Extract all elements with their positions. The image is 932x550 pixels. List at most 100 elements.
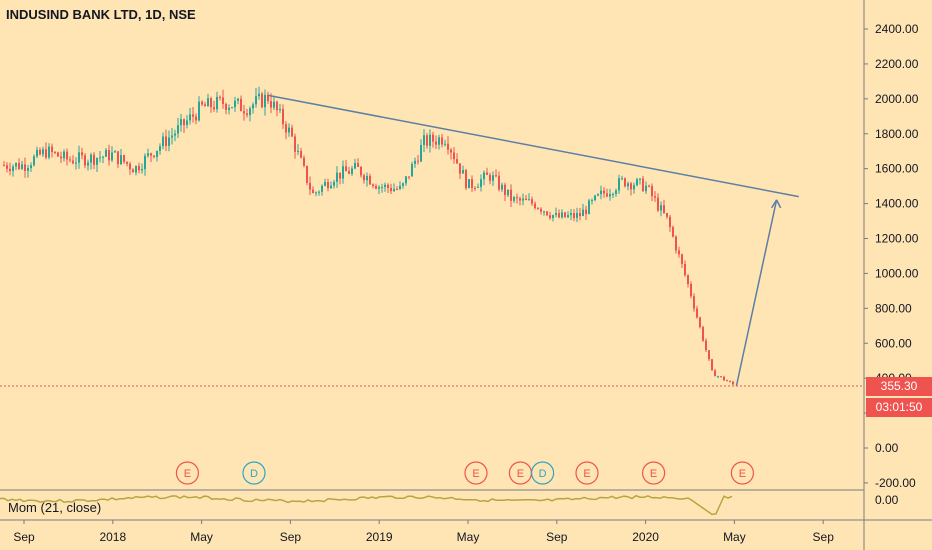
candle-body — [21, 164, 23, 169]
candle-body — [678, 250, 680, 255]
candle-body — [33, 156, 35, 166]
x-tick-label: 2019 — [366, 530, 393, 544]
candle-body — [429, 134, 431, 146]
candle-body — [381, 187, 383, 189]
candle-body — [306, 165, 308, 183]
earnings-marker[interactable]: E — [464, 461, 488, 485]
event-letter: E — [650, 468, 657, 480]
event-circle — [175, 461, 199, 485]
candle-body — [726, 380, 728, 382]
time-axis[interactable]: Sep 2018 May Sep 2019 May Sep 2020 May Sep — [0, 519, 932, 544]
candle-body — [351, 168, 353, 174]
candle-body — [438, 137, 440, 145]
earnings-marker[interactable]: E — [175, 461, 199, 485]
candle-body — [537, 208, 539, 210]
event-letter: E — [184, 468, 191, 480]
candle-body — [279, 108, 281, 111]
candle-body — [468, 179, 470, 189]
candle-body — [483, 172, 485, 180]
candle-body — [540, 208, 542, 212]
candle-body — [45, 149, 47, 158]
y-tick-label: 2400.00 — [875, 22, 919, 36]
event-circle — [464, 461, 488, 485]
candle-body — [567, 215, 569, 218]
candle-body — [255, 96, 257, 105]
candle-body — [270, 101, 272, 108]
bar-countdown-tag: 03:01:50 — [866, 398, 932, 417]
candle-body — [321, 185, 323, 192]
candle-body — [66, 151, 68, 160]
candle-body — [201, 101, 203, 105]
candle-body — [69, 159, 71, 161]
candle-body — [609, 194, 611, 197]
candle-body — [300, 150, 302, 158]
candle-body — [636, 179, 638, 186]
candle-body — [186, 120, 188, 126]
candle-body — [522, 198, 524, 201]
candle-body — [303, 157, 305, 166]
candle-body — [471, 179, 473, 188]
earnings-marker[interactable]: E — [575, 461, 599, 485]
candle-body — [111, 152, 113, 161]
candle-body — [402, 183, 404, 186]
projection-arrow[interactable] — [735, 199, 778, 387]
candle-body — [639, 178, 641, 180]
symbol-title[interactable]: INDUSIND BANK LTD, 1D, NSE — [6, 7, 196, 22]
candle-body — [339, 172, 341, 179]
candle-body — [441, 137, 443, 145]
candle-body — [252, 104, 254, 109]
candle-body — [507, 189, 509, 196]
candle-body — [3, 165, 5, 167]
candle-body — [699, 317, 701, 328]
candle-body — [63, 151, 65, 159]
candle-body — [276, 101, 278, 111]
candle-body — [117, 151, 119, 165]
candle-body — [597, 194, 599, 196]
event-letter: E — [472, 468, 479, 480]
candle-body — [621, 178, 623, 180]
candle-body — [519, 198, 521, 201]
candle-body — [354, 163, 356, 169]
candle-body — [684, 263, 686, 276]
candle-body — [249, 108, 251, 116]
candle-body — [624, 178, 626, 187]
candle-body — [174, 133, 176, 136]
candle-body — [645, 185, 647, 192]
candle-body — [675, 236, 677, 251]
candle-body — [732, 381, 734, 385]
candle-body — [150, 153, 152, 156]
candle-body — [147, 153, 149, 156]
candle-body — [36, 149, 38, 157]
dividend-marker[interactable]: D — [242, 461, 266, 485]
candle-body — [315, 192, 317, 194]
dividend-marker[interactable]: D — [530, 461, 555, 485]
candle-body — [192, 114, 194, 117]
resistance-trendline[interactable] — [268, 94, 799, 198]
candle-body — [495, 175, 497, 177]
candle-body — [219, 96, 221, 98]
candle-body — [534, 203, 536, 209]
candle-body — [474, 187, 476, 189]
candle-body — [282, 108, 284, 125]
last-price-tag: 355.30 — [866, 377, 932, 396]
earnings-marker[interactable]: E — [730, 461, 755, 485]
candle-body — [426, 135, 428, 146]
candle-body — [153, 155, 155, 157]
indicator-legend[interactable]: Mom (21, close) — [8, 500, 102, 515]
candle-body — [333, 181, 335, 186]
candle-body — [657, 197, 659, 211]
event-circle — [641, 461, 666, 485]
earnings-marker[interactable]: E — [641, 461, 666, 485]
candle-body — [561, 212, 563, 218]
candle-body — [294, 136, 296, 152]
candle-body — [711, 359, 713, 371]
candle-body — [366, 176, 368, 181]
event-letter: E — [517, 468, 524, 480]
candle-body — [708, 350, 710, 360]
candle-body — [396, 188, 398, 190]
candle-body — [87, 162, 89, 166]
event-letter: D — [539, 468, 547, 480]
